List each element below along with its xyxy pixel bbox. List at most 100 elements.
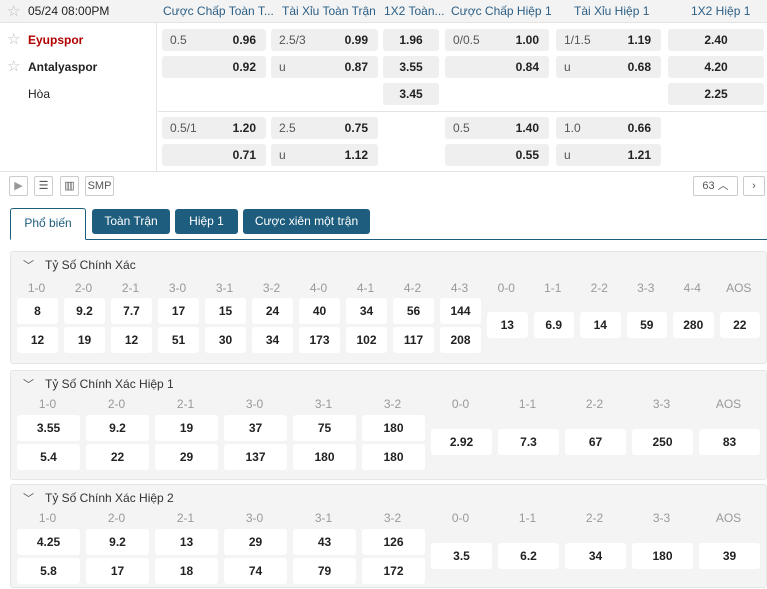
score-odds-away[interactable]: 74: [224, 558, 287, 584]
score-odds-home[interactable]: 15: [205, 298, 246, 324]
star-icon[interactable]: ☆: [7, 3, 21, 20]
score-odds[interactable]: 3.5: [431, 543, 492, 569]
handicap-away-odds[interactable]: 0.71: [162, 144, 266, 166]
score-odds[interactable]: 6.9: [533, 312, 574, 338]
score-odds-away[interactable]: 5.8: [17, 558, 80, 584]
chevron-right-icon[interactable]: ›: [743, 176, 765, 196]
score-odds-home[interactable]: 8: [17, 298, 58, 324]
over-odds[interactable]: 1/1.5 1.19: [556, 29, 661, 51]
1x2-home-odds[interactable]: 1.96: [383, 29, 439, 51]
stats-icon[interactable]: ▥: [60, 176, 79, 196]
score-odds-away[interactable]: 5.4: [17, 444, 80, 470]
home-team[interactable]: Eyupspor: [28, 33, 84, 47]
score-odds-home[interactable]: 34: [346, 298, 387, 324]
smp-button[interactable]: SMP: [85, 176, 114, 196]
score-odds-away[interactable]: 79: [293, 558, 356, 584]
score-odds-away[interactable]: 29: [155, 444, 218, 470]
score-odds[interactable]: 6.2: [498, 543, 559, 569]
score-odds-away[interactable]: 117: [393, 327, 434, 353]
score-odds-away[interactable]: 17: [86, 558, 149, 584]
score-odds[interactable]: 7.3: [498, 429, 559, 455]
score-odds-away[interactable]: 102: [346, 327, 387, 353]
score-odds-away[interactable]: 34: [252, 327, 293, 353]
over-odds[interactable]: 1.0 0.66: [556, 117, 661, 139]
score-odds[interactable]: 39: [699, 543, 760, 569]
score-odds-home[interactable]: 126: [362, 529, 425, 555]
score-odds[interactable]: 13: [487, 312, 528, 338]
score-odds[interactable]: 59: [626, 312, 667, 338]
1x2-draw-odds[interactable]: 2.25: [668, 83, 764, 105]
score-odds-away[interactable]: 137: [224, 444, 287, 470]
chevron-down-icon[interactable]: ﹀: [23, 379, 34, 391]
score-odds-home[interactable]: 29: [224, 529, 287, 555]
score-odds-home[interactable]: 43: [293, 529, 356, 555]
over-odds[interactable]: 2.5/3 0.99: [271, 29, 378, 51]
score-odds[interactable]: 83: [699, 429, 760, 455]
score-odds[interactable]: 250: [632, 429, 693, 455]
score-odds-away[interactable]: 180: [362, 444, 425, 470]
handicap-home-odds[interactable]: 0.5/1 1.20: [162, 117, 266, 139]
over-odds[interactable]: 2.5 0.75: [271, 117, 378, 139]
score-odds-home[interactable]: 9.2: [86, 529, 149, 555]
tab-full-match[interactable]: Toàn Trận: [92, 209, 170, 234]
score-odds-home[interactable]: 56: [393, 298, 434, 324]
score-odds[interactable]: 34: [565, 543, 626, 569]
score-odds-home[interactable]: 4.25: [17, 529, 80, 555]
score-odds[interactable]: 280: [673, 312, 714, 338]
score-odds-away[interactable]: 208: [440, 327, 481, 353]
score-odds-away[interactable]: 12: [17, 327, 58, 353]
under-odds[interactable]: u 1.21: [556, 144, 661, 166]
score-odds-away[interactable]: 22: [86, 444, 149, 470]
star-icon[interactable]: ☆: [7, 58, 21, 75]
handicap-home-odds[interactable]: 0.5 1.40: [445, 117, 549, 139]
market-count-toggle[interactable]: 63 ︿: [693, 176, 738, 196]
score-odds[interactable]: 67: [565, 429, 626, 455]
score-odds-home[interactable]: 40: [299, 298, 340, 324]
tab-popular[interactable]: Phổ biến: [10, 208, 86, 240]
handicap-away-odds[interactable]: 0.92: [162, 56, 266, 78]
score-odds-away[interactable]: 180: [293, 444, 356, 470]
score-odds-home[interactable]: 75: [293, 415, 356, 441]
score-odds-home[interactable]: 19: [155, 415, 218, 441]
score-odds-away[interactable]: 30: [205, 327, 246, 353]
score-odds-away[interactable]: 172: [362, 558, 425, 584]
score-odds[interactable]: 14: [580, 312, 621, 338]
score-odds[interactable]: 180: [632, 543, 693, 569]
score-odds-home[interactable]: 9.2: [64, 298, 105, 324]
score-odds-home[interactable]: 9.2: [86, 415, 149, 441]
score-odds-away[interactable]: 51: [158, 327, 199, 353]
score-odds-home[interactable]: 17: [158, 298, 199, 324]
chevron-down-icon[interactable]: ﹀: [23, 260, 34, 272]
handicap-home-odds[interactable]: 0.5 0.96: [162, 29, 266, 51]
score-odds-home[interactable]: 3.55: [17, 415, 80, 441]
1x2-away-odds[interactable]: 4.20: [668, 56, 764, 78]
score-odds-away[interactable]: 12: [111, 327, 152, 353]
score-odds-home[interactable]: 7.7: [111, 298, 152, 324]
score-odds[interactable]: 22: [719, 312, 760, 338]
handicap-away-odds[interactable]: 0.55: [445, 144, 549, 166]
score-odds-away[interactable]: 18: [155, 558, 218, 584]
score-odds-away[interactable]: 19: [64, 327, 105, 353]
tab-same-game-parlay[interactable]: Cược xiên một trận: [243, 209, 370, 234]
tab-first-half[interactable]: Hiệp 1: [175, 209, 238, 234]
1x2-home-odds[interactable]: 2.40: [668, 29, 764, 51]
score-odds-home[interactable]: 37: [224, 415, 287, 441]
1x2-draw-odds[interactable]: 3.45: [383, 83, 439, 105]
score-odds[interactable]: 2.92: [431, 429, 492, 455]
under-odds[interactable]: u 1.12: [271, 144, 378, 166]
score-odds-home[interactable]: 180: [362, 415, 425, 441]
score-odds-home[interactable]: 144: [440, 298, 481, 324]
play-icon[interactable]: ▶: [9, 176, 28, 196]
1x2-away-odds[interactable]: 3.55: [383, 56, 439, 78]
under-odds[interactable]: u 0.87: [271, 56, 378, 78]
under-odds[interactable]: u 0.68: [556, 56, 661, 78]
score-odds-home[interactable]: 24: [252, 298, 293, 324]
list-icon[interactable]: ☰: [34, 176, 53, 196]
score-odds-home[interactable]: 13: [155, 529, 218, 555]
score-odds-away[interactable]: 173: [299, 327, 340, 353]
handicap-home-odds[interactable]: 0/0.5 1.00: [445, 29, 549, 51]
away-team[interactable]: Antalyaspor: [28, 60, 98, 74]
star-icon[interactable]: ☆: [7, 31, 21, 48]
chevron-down-icon[interactable]: ﹀: [23, 493, 34, 505]
handicap-away-odds[interactable]: 0.84: [445, 56, 549, 78]
